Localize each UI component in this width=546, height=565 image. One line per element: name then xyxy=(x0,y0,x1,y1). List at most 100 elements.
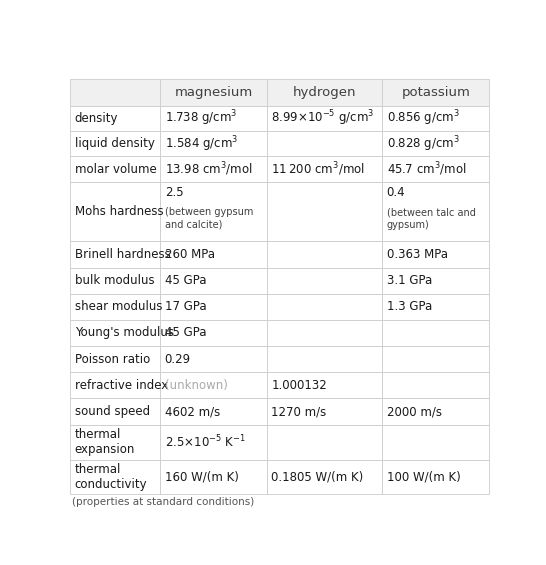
Bar xyxy=(382,157,489,182)
Bar xyxy=(267,241,382,268)
Text: potassium: potassium xyxy=(401,86,470,99)
Bar xyxy=(382,372,489,398)
Text: thermal
expansion: thermal expansion xyxy=(75,428,135,457)
Text: Brinell hardness: Brinell hardness xyxy=(75,248,170,261)
Bar xyxy=(267,459,382,494)
Bar xyxy=(70,425,161,459)
Bar xyxy=(382,79,489,106)
Bar xyxy=(382,346,489,372)
Text: 2000 m/s: 2000 m/s xyxy=(387,405,442,418)
Text: 45 GPa: 45 GPa xyxy=(165,327,206,340)
Bar xyxy=(70,268,161,294)
Bar xyxy=(267,106,382,131)
Text: (unknown): (unknown) xyxy=(165,379,228,392)
Text: 1.738 g/cm$^3$: 1.738 g/cm$^3$ xyxy=(165,108,237,128)
Text: 0.4: 0.4 xyxy=(387,186,405,199)
Bar xyxy=(382,131,489,157)
Bar xyxy=(70,106,161,131)
Bar xyxy=(70,241,161,268)
Text: Mohs hardness: Mohs hardness xyxy=(75,205,163,218)
Bar xyxy=(161,131,267,157)
Bar xyxy=(382,459,489,494)
Bar xyxy=(267,294,382,320)
Bar xyxy=(267,268,382,294)
Bar xyxy=(70,459,161,494)
Bar xyxy=(161,157,267,182)
Bar xyxy=(267,372,382,398)
Bar xyxy=(267,398,382,425)
Bar xyxy=(267,157,382,182)
Bar xyxy=(382,182,489,241)
Text: shear modulus: shear modulus xyxy=(75,301,162,314)
Bar xyxy=(161,459,267,494)
Text: 1.584 g/cm$^3$: 1.584 g/cm$^3$ xyxy=(165,134,238,154)
Bar xyxy=(70,157,161,182)
Bar xyxy=(267,79,382,106)
Bar xyxy=(382,294,489,320)
Text: 1.3 GPa: 1.3 GPa xyxy=(387,301,432,314)
Text: (between talc and
gypsum): (between talc and gypsum) xyxy=(387,207,476,230)
Text: 0.363 MPa: 0.363 MPa xyxy=(387,248,448,261)
Text: 2.5: 2.5 xyxy=(165,186,183,199)
Bar xyxy=(382,425,489,459)
Text: liquid density: liquid density xyxy=(75,137,155,150)
Text: molar volume: molar volume xyxy=(75,163,156,176)
Bar xyxy=(267,425,382,459)
Text: hydrogen: hydrogen xyxy=(293,86,357,99)
Text: 1.000132: 1.000132 xyxy=(271,379,327,392)
Bar xyxy=(267,182,382,241)
Text: refractive index: refractive index xyxy=(75,379,168,392)
Bar xyxy=(70,398,161,425)
Text: 0.29: 0.29 xyxy=(165,353,191,366)
Bar xyxy=(161,346,267,372)
Text: 3.1 GPa: 3.1 GPa xyxy=(387,274,432,287)
Text: sound speed: sound speed xyxy=(75,405,150,418)
Bar xyxy=(70,131,161,157)
Text: Poisson ratio: Poisson ratio xyxy=(75,353,150,366)
Bar xyxy=(161,241,267,268)
Bar xyxy=(161,425,267,459)
Text: 260 MPa: 260 MPa xyxy=(165,248,215,261)
Bar xyxy=(161,398,267,425)
Text: $2.5{\times}10^{-5}$ K$^{-1}$: $2.5{\times}10^{-5}$ K$^{-1}$ xyxy=(165,434,246,450)
Text: (properties at standard conditions): (properties at standard conditions) xyxy=(73,497,255,507)
Text: 17 GPa: 17 GPa xyxy=(165,301,206,314)
Bar xyxy=(382,398,489,425)
Text: 11 200 cm$^3$/mol: 11 200 cm$^3$/mol xyxy=(271,160,365,178)
Bar xyxy=(70,346,161,372)
Bar xyxy=(161,294,267,320)
Bar xyxy=(70,79,161,106)
Bar xyxy=(382,268,489,294)
Bar xyxy=(161,106,267,131)
Text: 13.98 cm$^3$/mol: 13.98 cm$^3$/mol xyxy=(165,160,252,178)
Bar xyxy=(70,320,161,346)
Bar xyxy=(382,241,489,268)
Text: bulk modulus: bulk modulus xyxy=(75,274,154,287)
Text: 1270 m/s: 1270 m/s xyxy=(271,405,327,418)
Text: 160 W/(m K): 160 W/(m K) xyxy=(165,471,239,484)
Text: 0.856 g/cm$^3$: 0.856 g/cm$^3$ xyxy=(387,108,460,128)
Text: magnesium: magnesium xyxy=(175,86,253,99)
Bar xyxy=(70,182,161,241)
Text: 0.1805 W/(m K): 0.1805 W/(m K) xyxy=(271,471,364,484)
Bar xyxy=(70,294,161,320)
Bar xyxy=(267,320,382,346)
Text: (between gypsum
and calcite): (between gypsum and calcite) xyxy=(165,207,253,230)
Text: 100 W/(m K): 100 W/(m K) xyxy=(387,471,460,484)
Bar xyxy=(161,372,267,398)
Bar xyxy=(70,372,161,398)
Text: 45.7 cm$^3$/mol: 45.7 cm$^3$/mol xyxy=(387,160,466,178)
Bar xyxy=(267,131,382,157)
Text: density: density xyxy=(75,112,118,125)
Bar xyxy=(382,320,489,346)
Text: thermal
conductivity: thermal conductivity xyxy=(75,463,147,492)
Bar xyxy=(382,106,489,131)
Text: $8.99{\times}10^{-5}$ g/cm$^3$: $8.99{\times}10^{-5}$ g/cm$^3$ xyxy=(271,108,375,128)
Text: 4602 m/s: 4602 m/s xyxy=(165,405,220,418)
Text: 0.828 g/cm$^3$: 0.828 g/cm$^3$ xyxy=(387,134,460,154)
Bar xyxy=(161,268,267,294)
Text: Young's modulus: Young's modulus xyxy=(75,327,174,340)
Bar xyxy=(161,79,267,106)
Bar xyxy=(267,346,382,372)
Bar xyxy=(161,320,267,346)
